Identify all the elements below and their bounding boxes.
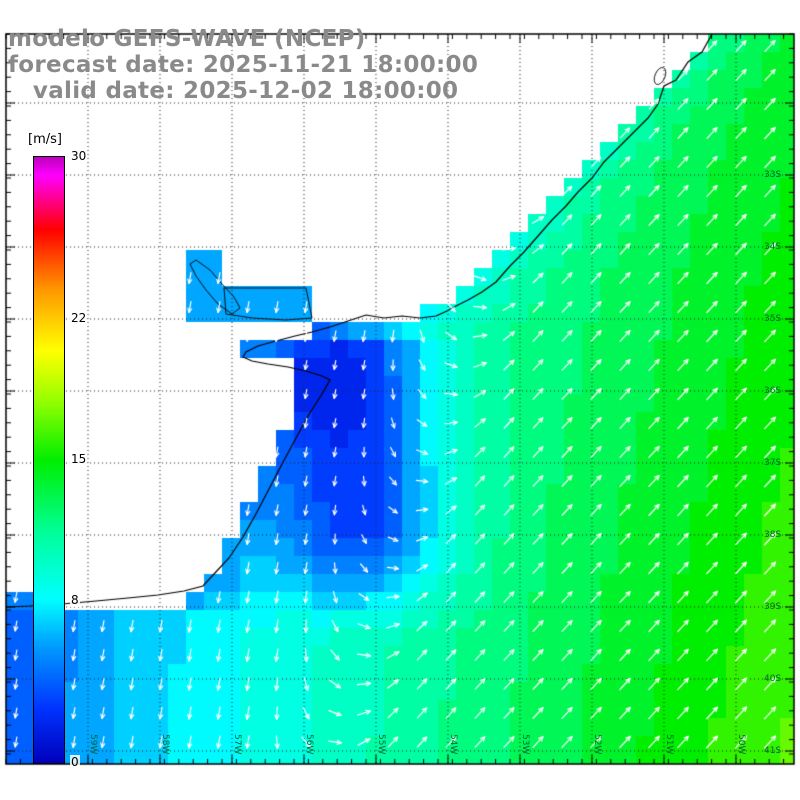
lon-tick-label: 58W bbox=[160, 734, 170, 755]
lon-tick-label: 57W bbox=[232, 734, 242, 755]
forecast-date-label: forecast date: 2025-11-21 18:00:00 bbox=[8, 52, 479, 78]
valid-date-label: valid date: 2025-12-02 18:00:00 bbox=[8, 78, 459, 104]
colorbar-gradient bbox=[33, 156, 65, 764]
lon-tick-label: 51W bbox=[664, 734, 674, 755]
lon-tick-label: 56W bbox=[304, 734, 314, 755]
colorbar-tick: 15 bbox=[70, 452, 88, 466]
colorbar-tick: 0 bbox=[70, 755, 80, 769]
lon-tick-label: 54W bbox=[448, 734, 458, 755]
lon-tick-label: 55W bbox=[376, 734, 386, 755]
lat-tick-label: 39S bbox=[764, 602, 782, 612]
colorbar-tick: 22 bbox=[70, 310, 88, 325]
lon-tick-label: 59W bbox=[88, 734, 98, 755]
colorbar-tick: 8 bbox=[70, 593, 80, 608]
lat-tick-label: 41S bbox=[764, 746, 782, 756]
title-block: modelo GEFS-WAVE (NCEP) forecast date: 2… bbox=[8, 26, 478, 104]
model-title: modelo GEFS-WAVE (NCEP) bbox=[8, 26, 366, 52]
lat-tick-label: 34S bbox=[764, 242, 782, 252]
lat-tick-label: 35S bbox=[764, 314, 782, 324]
colorbar-unit-label: [m/s] bbox=[28, 132, 62, 147]
lat-tick-label: 38S bbox=[764, 530, 782, 540]
lon-tick-label: 52W bbox=[592, 734, 602, 755]
lon-tick-label: 53W bbox=[520, 734, 530, 755]
lat-tick-label: 37S bbox=[764, 458, 782, 468]
lat-tick-label: 36S bbox=[764, 386, 782, 396]
colorbar-tick: 30 bbox=[70, 149, 88, 163]
lat-tick-label: 40S bbox=[764, 674, 782, 684]
lat-tick-label: 33S bbox=[764, 170, 782, 180]
lon-tick-label: 50W bbox=[736, 734, 746, 755]
